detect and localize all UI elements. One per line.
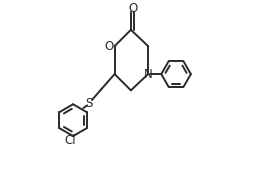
Text: O: O (104, 40, 113, 53)
Text: S: S (86, 97, 93, 110)
Text: N: N (144, 68, 152, 82)
Text: Cl: Cl (64, 134, 76, 147)
Text: O: O (128, 2, 137, 15)
